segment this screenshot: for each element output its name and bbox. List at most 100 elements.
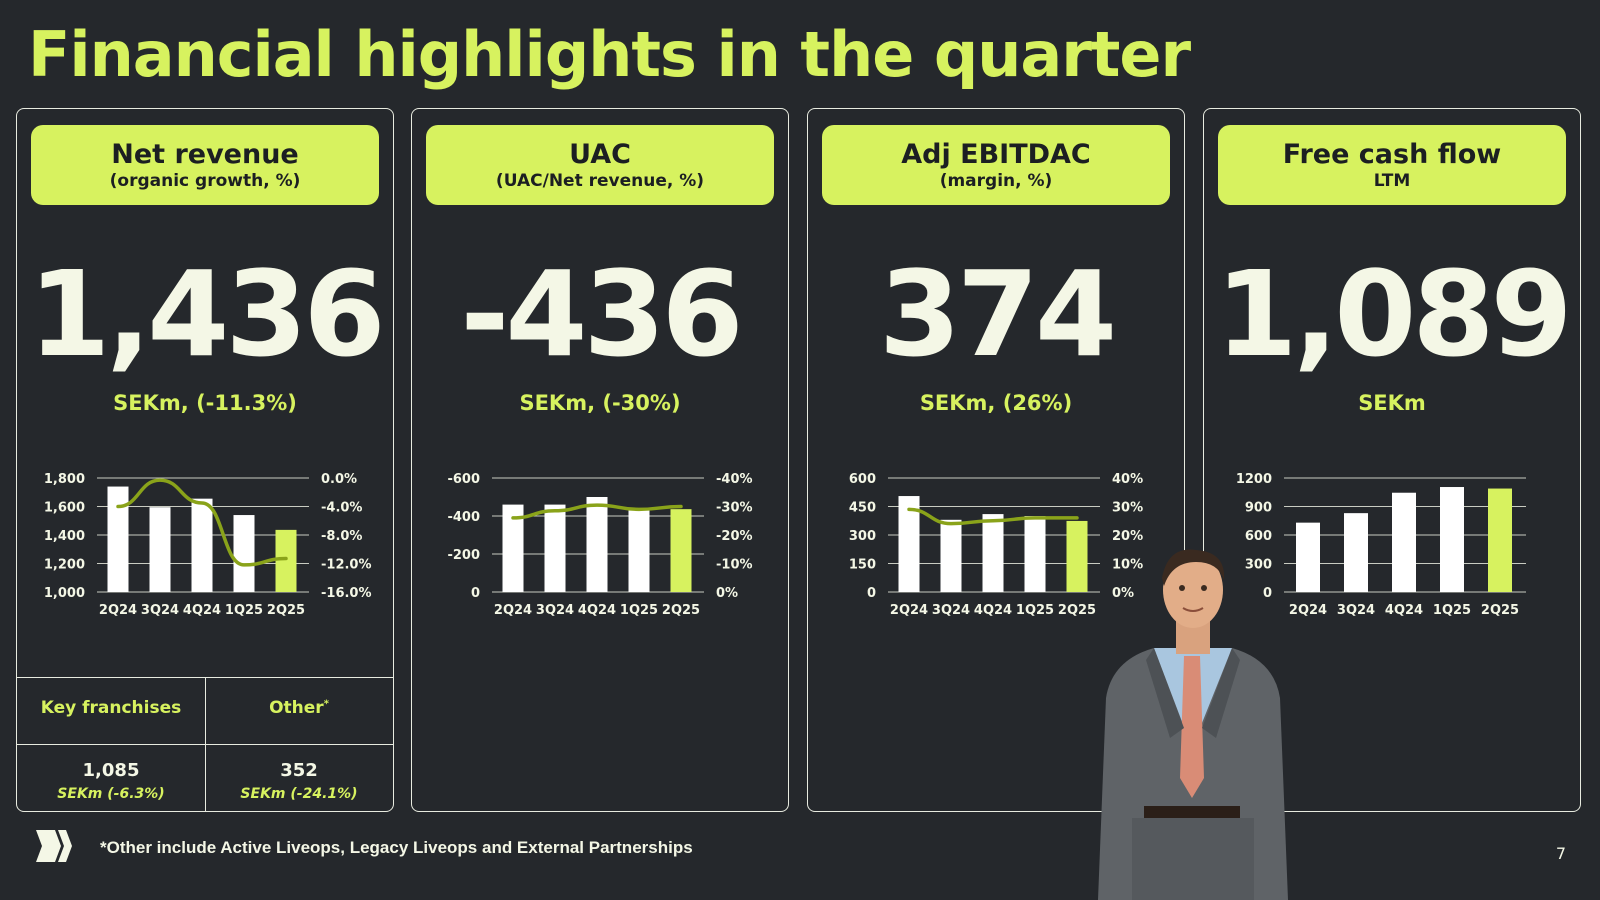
card-heading: Adj EBITDAC [901, 139, 1091, 170]
bar [670, 509, 692, 592]
card-heading: UAC [569, 139, 631, 170]
bar [982, 514, 1004, 592]
uac-chart: -600 -400 -200 0 -40% -30% -20% -10% 0% 2Q24 3Q24 4… [447, 472, 753, 618]
kpi-value: -436 [460, 245, 743, 383]
x-tick-label: 3Q24 [932, 603, 970, 618]
kpi-unit: SEKm [1358, 391, 1426, 415]
kpi-value: 1,089 [1215, 245, 1572, 383]
x-tick-label: 4Q24 [578, 603, 616, 618]
y-tick-label: 1,600 [44, 501, 85, 516]
x-tick-label: 2Q25 [1058, 603, 1096, 618]
company-logo-icon [36, 830, 72, 862]
card-heading: Free cash flow [1282, 139, 1502, 170]
x-tick-label: 2Q25 [267, 603, 305, 618]
bar [1024, 516, 1046, 592]
y-tick-label: 1200 [1236, 472, 1272, 487]
key-franchises-label: Key franchises [40, 698, 182, 718]
card-heading: Net revenue [111, 139, 299, 170]
adj-ebitdac-chart: 600 450 300 150 0 40% 30% 20% 10% 0% 2Q24 3Q24 4Q24 1… [849, 472, 1143, 618]
x-tick-label: 2Q25 [662, 603, 700, 618]
bar [1440, 487, 1464, 592]
bar [586, 497, 608, 592]
bar [940, 519, 962, 592]
x-tick-label: 4Q24 [1385, 603, 1423, 618]
y2-tick-label: -12.0% [321, 558, 372, 573]
y-tick-label: 900 [1245, 501, 1272, 516]
bar [628, 510, 650, 592]
y2-tick-label: 10% [1112, 558, 1143, 573]
x-tick-label: 1Q25 [225, 603, 263, 618]
y2-tick-label: -20% [716, 529, 753, 544]
franchise-table: Key franchises Other* 1,085 352 SEKm (-6… [17, 677, 393, 811]
y-tick-label: 1,800 [44, 472, 85, 487]
y2-tick-label: -4.0% [321, 501, 362, 516]
other-value: 352 [280, 760, 318, 781]
x-tick-label: 2Q24 [494, 603, 532, 618]
series-line [116, 478, 288, 567]
card-header: Net revenue (organic growth, %) [31, 125, 379, 205]
other-label: Other* [205, 698, 393, 718]
presenter-avatar [1098, 549, 1288, 900]
card-header: Adj EBITDAC (margin, %) [822, 125, 1170, 205]
y-tick-label: 0 [471, 586, 480, 601]
bar [544, 504, 566, 592]
y2-tick-label: -30% [716, 501, 753, 516]
x-tick-label: 3Q24 [536, 603, 574, 618]
x-tick-label: 1Q25 [620, 603, 658, 618]
card-subheading: (UAC/Net revenue, %) [495, 171, 705, 191]
y2-tick-label: -16.0% [321, 586, 372, 601]
x-tick-label: 2Q24 [890, 603, 928, 618]
card-free-cash-flow: Free cash flow LTM 1,089 SEKm 1200 900 600… [1203, 108, 1581, 812]
x-tick-label: 4Q24 [974, 603, 1012, 618]
card-subheading: LTM [1373, 171, 1411, 191]
y-tick-label: 150 [849, 558, 876, 573]
y2-tick-label: 40% [1112, 472, 1143, 487]
card-header: UAC (UAC/Net revenue, %) [426, 125, 774, 205]
card-net-revenue: Net revenue (organic growth, %) 1,436 SE… [16, 108, 394, 812]
y-tick-label: 1,200 [44, 558, 85, 573]
other-label-text: Other [269, 698, 324, 718]
kpi-value: 1,436 [28, 245, 385, 383]
series-line [511, 503, 683, 520]
kpi-unit: SEKm, (-11.3%) [113, 391, 297, 415]
x-tick-label: 1Q25 [1016, 603, 1054, 618]
y-tick-label: 300 [849, 529, 876, 544]
y2-tick-label: 0% [1112, 586, 1134, 601]
other-sub: SEKm (-24.1%) [240, 786, 358, 802]
card-uac: UAC (UAC/Net revenue, %) -436 SEKm, (-30… [411, 108, 789, 812]
y-tick-label: 600 [1245, 529, 1272, 544]
bar [1392, 492, 1416, 592]
card-subheading: (margin, %) [939, 171, 1053, 191]
bar [898, 496, 920, 592]
card-header: Free cash flow LTM [1218, 125, 1566, 205]
bar [275, 529, 297, 592]
bar [1296, 522, 1320, 592]
y-tick-label: 300 [1245, 558, 1272, 573]
bar [107, 486, 129, 592]
free-cash-flow-chart: 1200 900 600 300 0 2Q24 3Q24 4Q24 1Q25 2Q25 [1236, 472, 1526, 618]
series-line [907, 507, 1079, 526]
key-franchises-sub: SEKm (-6.3%) [57, 786, 165, 802]
y2-tick-label: 0% [716, 586, 738, 601]
bar [233, 515, 255, 592]
other-label-footnote-mark: * [323, 698, 329, 710]
kpi-unit: SEKm, (-30%) [519, 391, 681, 415]
y2-tick-label: 30% [1112, 501, 1143, 516]
table-divider [17, 744, 393, 745]
y2-tick-label: -40% [716, 472, 753, 487]
y-tick-label: -600 [447, 472, 480, 487]
bar [1066, 520, 1088, 592]
bar [149, 507, 171, 592]
y-tick-label: 1,000 [44, 586, 85, 601]
key-franchises-value: 1,085 [82, 760, 140, 781]
bar [191, 498, 213, 592]
card-subheading: (organic growth, %) [109, 171, 301, 191]
x-tick-label: 3Q24 [141, 603, 179, 618]
x-tick-label: 2Q24 [1289, 603, 1327, 618]
y-tick-label: 450 [849, 501, 876, 516]
net-revenue-chart: 1,800 1,600 1,400 1,200 1,000 0.0% -4.0% -8.0% -… [44, 472, 372, 618]
x-tick-label: 3Q24 [1337, 603, 1375, 618]
y-tick-label: 0 [867, 586, 876, 601]
x-tick-label: 4Q24 [183, 603, 221, 618]
bar [1344, 513, 1368, 592]
